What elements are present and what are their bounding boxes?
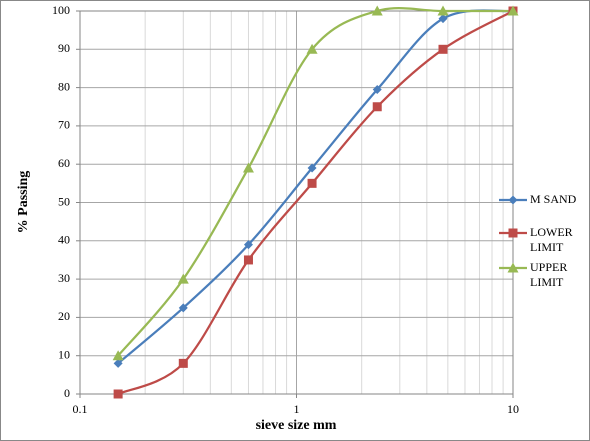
y-tick-label: 60 xyxy=(58,156,70,170)
marker xyxy=(113,389,123,399)
y-axis-label: % Passing xyxy=(16,171,31,234)
marker xyxy=(371,5,383,16)
marker xyxy=(372,102,382,112)
marker xyxy=(307,163,317,173)
marker xyxy=(508,228,518,238)
marker xyxy=(507,5,519,16)
marker xyxy=(438,14,448,24)
marker xyxy=(243,240,253,250)
y-tick-label: 0 xyxy=(64,386,70,400)
marker xyxy=(243,255,253,265)
marker xyxy=(438,44,448,54)
marker xyxy=(372,85,382,95)
y-tick-label: 50 xyxy=(58,194,70,208)
x-axis-label: sieve size mm xyxy=(256,418,337,433)
legend-label: LOWER LIMIT xyxy=(530,225,573,254)
y-tick-label: 10 xyxy=(58,347,70,361)
legend-entry: LOWER LIMIT xyxy=(530,225,573,254)
marker xyxy=(178,303,188,313)
marker xyxy=(178,358,188,368)
legend-label: M SAND xyxy=(530,192,577,206)
y-tick-label: 20 xyxy=(58,309,70,323)
marker xyxy=(508,195,518,205)
marker xyxy=(113,358,123,368)
marker xyxy=(112,350,124,361)
marker xyxy=(307,178,317,188)
y-tick-label: 30 xyxy=(58,271,70,285)
legend-label: UPPER LIMIT xyxy=(530,260,568,289)
y-tick-label: 90 xyxy=(58,41,70,55)
y-tick-label: 100 xyxy=(52,3,70,17)
x-tick-label: 10 xyxy=(507,402,519,416)
marker xyxy=(242,162,254,173)
marker xyxy=(437,5,449,16)
x-tick-label: 1 xyxy=(294,402,300,416)
y-tick-label: 40 xyxy=(58,233,70,247)
x-tick-label: 0.1 xyxy=(73,402,88,416)
marker xyxy=(507,262,519,273)
y-tick-label: 80 xyxy=(58,79,70,93)
legend-entry: UPPER LIMIT xyxy=(530,260,568,289)
marker xyxy=(177,273,189,284)
legend-entry: M SAND xyxy=(530,192,577,206)
marker xyxy=(306,43,318,54)
y-tick-label: 70 xyxy=(58,118,70,132)
